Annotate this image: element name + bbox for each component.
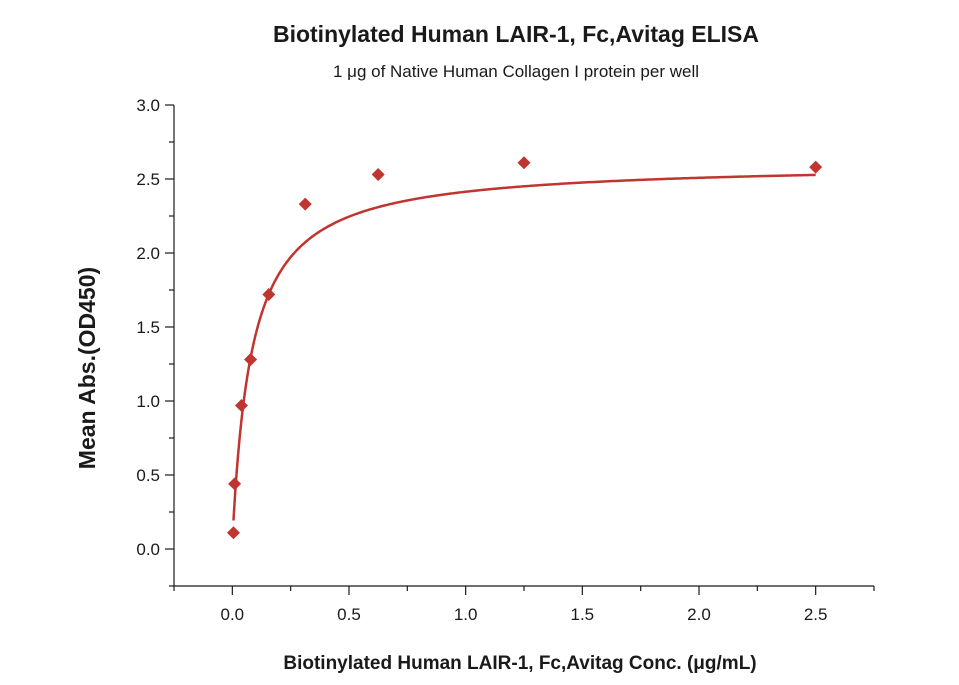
data-point xyxy=(262,287,276,301)
y-tick-label: 3.0 xyxy=(136,96,160,115)
x-tick-label: 0.5 xyxy=(337,605,361,624)
x-axis-label: Biotinylated Human LAIR-1, Fc,Avitag Con… xyxy=(283,653,756,674)
y-axis-label: Mean Abs.(OD450) xyxy=(74,267,100,469)
x-tick-label: 1.5 xyxy=(571,605,595,624)
fit-curve xyxy=(232,173,816,521)
data-point xyxy=(244,353,258,367)
y-tick-label: 1.0 xyxy=(136,392,160,411)
x-ticks: 0.0 0.5 1.0 1.5 2.0 2.5 xyxy=(173,586,875,624)
data-point xyxy=(234,398,248,412)
chart-title: Biotinylated Human LAIR-1, Fc,Avitag ELI… xyxy=(273,21,759,47)
data-point xyxy=(809,160,823,174)
chart-subtitle: 1 μg of Native Human Collagen I protein … xyxy=(333,62,699,81)
y-tick-label: 0.0 xyxy=(136,540,160,559)
data-point xyxy=(228,477,242,491)
data-point xyxy=(226,526,240,540)
y-tick-label: 2.0 xyxy=(136,244,160,263)
y-ticks: 0.0 0.5 1.0 1.5 2.0 2.5 3.0 xyxy=(136,96,174,587)
data-point xyxy=(371,168,385,182)
x-tick-label: 0.0 xyxy=(221,605,245,624)
x-tick-label: 1.0 xyxy=(454,605,478,624)
data-point xyxy=(517,156,531,170)
x-tick-label: 2.0 xyxy=(687,605,711,624)
y-tick-label: 2.5 xyxy=(136,170,160,189)
x-tick-label: 2.5 xyxy=(804,605,828,624)
data-point xyxy=(298,197,312,211)
y-tick-label: 1.5 xyxy=(136,318,160,337)
data-points xyxy=(226,156,823,540)
y-tick-label: 0.5 xyxy=(136,466,160,485)
